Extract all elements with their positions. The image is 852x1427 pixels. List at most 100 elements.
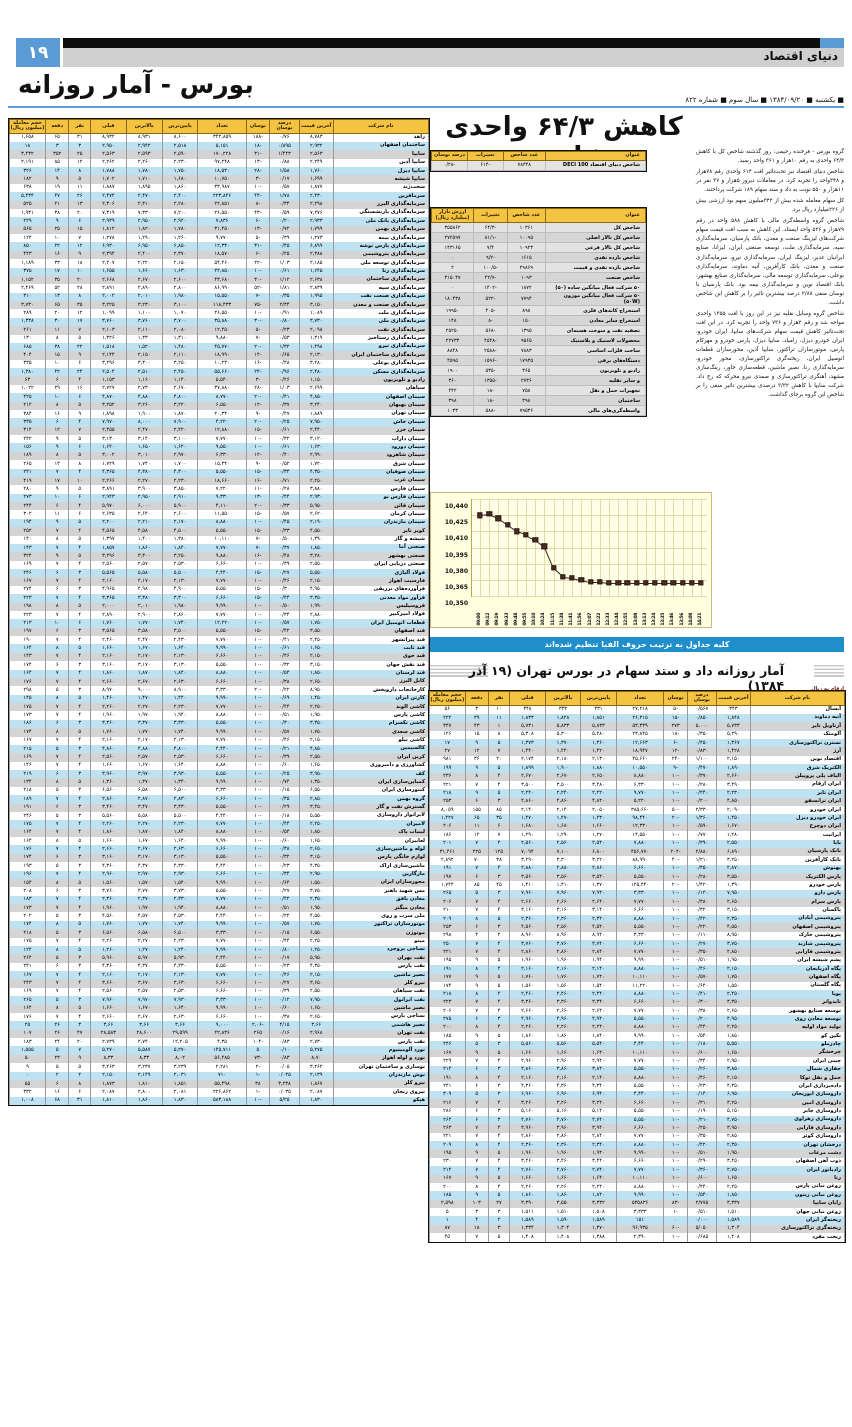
table-row[interactable]: ایران خودرو ۲,۰۹۰ ۲/۳۳۰ -۵۰ ۳۸۵,۶۶۰ ۲,۰۵۰ ۲,۱۴… <box>429 806 846 815</box>
table-row[interactable]: قند لرستان ۱,۸۵۰ ۰/۵۴ -۱۰ ۸,۸۸۰ ۱,۸۴۰ ۱,۸۷۰ ۱,۸… <box>9 669 430 678</box>
table-row[interactable]: الکتریک شرق ۱,۸۹۰ ۰/۴۷۰ -۹ ۱۰,۵۵۰ ۱,۸۸۰ ۱,۹۰۰ ۱… <box>429 764 846 773</box>
table-row[interactable]: ایرانیت ۱,۲۸۰ ۰/۷۷۰ -۱۰ ۱۴,۵۵۰ ۱,۲۷۰ ۱,۲۹۰ ۱,۲۹… <box>429 831 846 840</box>
table-row[interactable]: سرمایه‌گذاری صنعت نفت ۱,۹۹۵ ۰/۳۵ -۷ ۱۵,۵۵۰ ۱,… <box>9 292 430 301</box>
table-row[interactable]: کف ۳,۹۵۰ ۰/۲۵ -۱۰ ۵,۵۵۰ ۳,۹۳۰ ۳,۹۷۰ ۳,۹۶۰ ۳ ۶ ۲۱۹ <box>9 770 430 779</box>
table-row[interactable]: کنتورسازی ایران ۶,۵۵۰ ۰/۱۵ -۱۰ ۳,۳۳۰ ۶,۵۰۰ ۶,۵… <box>9 786 430 796</box>
table-row[interactable]: هپکو ۱,۸۳۰ ۵/۲۵ -۱۰ ۵۸۳,۱۸۸ ۱,۸۳۰ ۱,۸۶۰ ۱,۸۱۰ ۳۱… <box>9 1096 430 1105</box>
table-row[interactable]: کربن ایران ۲,۵۵۰ ۰/۳۹ -۱۰ ۶,۶۶۰ ۲,۵۳۰ ۲,۵۷۰ ۲,۵… <box>9 753 430 762</box>
table-row[interactable]: نصیر هاشمی ۳,۶۶ ۴/۱۵ -۲,۰۶ ۹,۰۰۰ ۳,۶۶ ۳,۶۶ ۳,۶۶… <box>9 1021 430 1030</box>
table-row[interactable]: سرمایه‌گذاری پتروشیمی ۲,۳۸۸ ۰/۲۵ -۶ ۱۸,۵۷۰ ۲,… <box>9 250 430 260</box>
table-row[interactable]: لامیران ۲,۲۵۰ ۰/۴۴ -۱۰ ۷,۷۷۰ ۲,۲۳۰ ۲,۲۷۰ ۲,۲۶۰ ۴… <box>9 820 430 829</box>
table-row[interactable]: قند خوی ۲,۱۵۰ ۰/۴۶ -۱۰ ۶,۶۶۰ ۲,۱۳۰ ۲,۱۷۰ ۲,۱۶۰ ۴… <box>9 652 430 662</box>
table-row[interactable]: کویر تایر ۴,۵۵۰ ۰/۳۳ -۱۵ ۵,۵۵۰ ۴,۵۰۰ ۴,۵۸۰ ۴,۵۶… <box>9 527 430 536</box>
table-row[interactable]: کاشی تکسرام ۳,۳۵۰ ۰/۳۰ -۱۰ ۵,۵۵۰ ۳,۳۳۰ ۳,۳۷۰ ۳,… <box>9 719 430 729</box>
table-row[interactable]: ملی سرب و روی ۴,۵۵۰ ۰/۲۲ -۱۰ ۴,۴۴۰ ۴,۵۳۰ ۴,۵۷۰… <box>9 912 430 921</box>
table-row[interactable]: سرمایه‌گذاری البرز ۲,۲۹۸ ۰/۳۴ -۸ ۲۲,۸۵۱ ۲,۲۸۰… <box>9 200 430 209</box>
table-row[interactable]: ایران ارقام ۳,۴۹۰ ۰/۲۸۰ -۱۰ ۶,۳۳۰ ۳,۴۸۰ ۳,۵۰۰ ۳… <box>429 780 846 790</box>
table-row[interactable]: بانک پارسیان ۶,۸۹۰ ۲/۸۸۰ -۲۰۴ ۴۵۶,۷۷۰ ۶,۸۰۰ ۷,… <box>429 847 846 857</box>
table-row[interactable]: نساجی بارس ۲,۶۵۰ ۰/۳۸ -۱۰ ۶,۶۶۰ ۲,۶۳۰ ۲,۶۷۰ ۲,۶… <box>9 1012 430 1022</box>
table-row[interactable]: کالسیمین ۴,۸۵۰ ۰/۲۱ -۱۰ ۴,۴۴۰ ۴,۸۰۰ ۴,۸۸۰ ۴,۸۶۰… <box>9 744 430 754</box>
table-row[interactable]: رادیو و تلویزیون ۱,۱۵۰ ۰/۲۶ -۳ ۵,۵۴۰ ۱,۱۴۰ ۱,۱… <box>9 376 430 385</box>
table-row[interactable]: صنعتی دریایی ایران ۲,۵۵۰ ۰/۳۹ -۱۰ ۶,۶۶۰ ۲,۵۳۰… <box>9 560 430 569</box>
table-row[interactable]: نوش مازندران ۲,۱۳۹ ۰/۰۴۵ -۱ ۷۱۰ ۲,۰۳۱ ۲,۱۴۹ ۲,۱… <box>9 1071 430 1080</box>
table-row[interactable]: ریخته‌گر ایران ۱,۵۸۹ ۰/۰۰۰ ۰ ۱۵۱ ۱,۵۸۹ ۱,۵۹۰ ۱,… <box>429 1216 846 1225</box>
table-row[interactable]: لابراتوار داروسازی ۵,۵۵۰ ۰/۱۸ -۱۰ ۴,۴۴۰ ۵,۵۰۰… <box>9 811 430 821</box>
table-row[interactable]: لوازم خانگی پارس ۳,۱۵۰ ۰/۳۲ -۱۰ ۵,۵۵۰ ۳,۱۳۰ ۳,… <box>9 853 430 863</box>
table-row[interactable]: کاشی پارس ۱,۹۵۰ ۰/۵۱ -۱۰ ۸,۸۸۰ ۱,۹۴۰ ۱,۹۷۰ ۱,۹۶… <box>9 711 430 720</box>
table-row[interactable]: لوله و ماشین‌سازی ۲,۶۵۰ ۰/۳۸ -۱۰ ۶,۶۶۰ ۲,۶۳۰ ۲… <box>9 845 430 854</box>
table-row[interactable]: الیاف پلی پروپیلن ۲,۶۶۰ ۰/۳۷۰ -۱۰ ۸,۸۸۰ ۲,۶۵۰… <box>429 772 846 781</box>
table-row[interactable]: داروسازی جابر ۵,۱۵۰ ۰/۱۹۰ -۱۰ ۵,۵۵۰ ۵,۱۴۰ ۵,۱۶… <box>429 1107 846 1116</box>
table-row[interactable]: پاکسان ۳,۱۵۰ ۰/۳۲۰ -۱۰ ۶,۶۶۰ ۳,۱۴۰ ۳,۱۶۰ ۳,۱۶۰ ۴… <box>429 906 846 915</box>
table-row[interactable]: نفت پارس ۴,۳۵۰ ۰/۲۳ -۱۰ ۵,۵۵۰ ۴,۳۳۰ ۴,۳۷۰ ۴,۳۶۰… <box>9 962 430 971</box>
table-row[interactable]: مینو ۲,۲۵۰ ۰/۴۴ -۱۰ ۷,۷۷۰ ۲,۲۳۰ ۲,۲۷۰ ۲,۲۶۰ ۴ ۷ ۱۷… <box>9 937 430 946</box>
table-row[interactable]: سرمایه‌گذاری ساختمان ۲,۶۳۸ ۱/۱۲ -۳۰ ۴۳,۶۸۰ ۲,… <box>9 275 430 285</box>
table-row[interactable]: آتیه دماوند ۱,۸۴۸ ۰/۸۵۰ -۱۵ ۲۶,۳۱۵ ۱,۸۵۱ ۱,۸۲۸… <box>429 713 846 723</box>
table-row[interactable]: کارتن ایران ۱,۴۵۰ ۰/۶۹ -۱۰ ۹,۹۹۰ ۱,۴۴۰ ۱,۴۷۰ ۱,… <box>9 694 430 703</box>
table-row[interactable]: سیمان بهبهان ۳,۲۴۰ ۰/۳۷ -۱۲ ۶,۵۵۰ ۳,۲۲۰ ۳,۲۶۰ ۳… <box>9 401 430 410</box>
table-row[interactable]: فرآور مواد معدنی ۳,۳۵۰ ۰/۴۴ -۱۵ ۶,۶۶۰ ۳,۳۰۰ ۳,… <box>9 594 430 603</box>
table-row[interactable]: سرمافرین ۲,۴۳۰ ۱/۷۸ -۴۴ ۲۲۳,۸۴۶ ۲,۴۰۰ ۲,۴۷۰ ۲,۴… <box>9 192 430 201</box>
table-row[interactable]: ایران خودرو دیزل ۱,۴۵۰ ۱/۳۶۰ -۲۰ ۹۸,۴۴۰ ۱,۴۳۰… <box>429 814 846 823</box>
table-row[interactable]: پتروشیمی خارک ۸,۹۵۰ ۰/۱۱۰ -۱۰ ۳,۳۳۰ ۸,۹۴۰ ۸,۹۶… <box>429 931 846 940</box>
table-row[interactable]: سیمان صوفیان ۴,۳۵۰ ۰/۳۴ -۱۵ ۵,۵۵۰ ۴,۳۰۰ ۴,۳۸۰ ۴… <box>9 468 430 477</box>
table-row[interactable]: گروه بهمن ۲,۸۵۰ ۰/۳۵ -۱۰ ۶,۶۶۰ ۲,۸۳۰ ۲,۸۷۰ ۲,۸۶… <box>9 795 430 804</box>
table-row[interactable]: سرمایه‌گذاری رستاخیز ۱,۳۱۹ ۰/۵۳ -۷ ۹,۸۸۰ ۱,۳۱… <box>9 334 430 343</box>
table-row[interactable]: درخشان تهران ۲,۳۵۰ ۰/۴۲۰ -۱۰ ۸,۸۸۰ ۲,۳۴۰ ۲,۳۶۰… <box>429 1141 846 1150</box>
table-row[interactable]: فولاد آلیاژی ۵,۵۵۰ ۰/۲۷ -۱۵ ۴,۴۴۰ ۵,۵۰۰ ۵,۵۸۰ ۵… <box>9 569 430 578</box>
table-row[interactable]: پگاه گلستان ۱,۵۵۰ ۰/۶۴۰ -۱۰ ۱۱,۲۲۰ ۱,۵۴۰ ۱,۵۶۰… <box>429 981 846 991</box>
table-row[interactable]: سرمایه‌گذاری بانک ملی ۲,۹۳۳ ۰/۲۰ -۶ ۷,۸۳۶ ۲,۹… <box>9 217 430 226</box>
table-row[interactable]: نیرو کلر ۱,۸۶۷ ۳,۲۳۸ ۳۸ ۵۵,۴۹۸ ۱,۸۵۱ ۱,۸۱۰ ۱,۸۷… <box>9 1079 430 1089</box>
table-row[interactable]: نفت سپاهان ۲,۵۵۰ ۰/۳۹ -۱۰ ۶,۶۶۰ ۲,۵۳۰ ۲,۵۷۰ ۲,۵… <box>9 987 430 997</box>
table-row[interactable]: سرمایه‌گذاری ساختمان ایران ۲,۱۳۰ ۰/۶۵ -۱۴ ۱۸… <box>9 351 430 360</box>
table-row[interactable]: داروسازی ابوریحان ۶,۹۵۰ ۰/۱۴۰ -۱۰ ۴,۴۴۰ ۶,۹۴۰… <box>429 1090 846 1100</box>
table-row[interactable]: فارسیت اهواز ۲,۱۵۰ ۰/۴۶ -۱۰ ۷,۷۷۰ ۲,۱۳۰ ۲,۱۷۰ ۲… <box>9 577 430 586</box>
table-row[interactable]: پتروشیمی آبادان ۲,۳۵۰ ۰/۴۲۰ -۱۰ ۸,۸۸۰ ۲,۳۴۰ ۲,… <box>429 914 846 924</box>
table-row[interactable]: روغن نباتی پارس ۲,۲۵۰ ۰/۴۴۰ -۱۰ ۸,۸۸۰ ۲,۲۴۰ ۲,… <box>429 1182 846 1192</box>
table-row[interactable]: کشاورزی و دامپروری ۱,۶۵۰ ۰/۶۰ -۱۰ ۸,۸۸۰ ۱,۶۴۰… <box>9 761 430 770</box>
table-row[interactable]: چرخشگر ۱,۶۵۰ ۰/۶۰۰ -۱۰ ۱۰,۱۱۰ ۱,۶۴۰ ۱,۶۶۰ ۱,۶۶۰… <box>429 1048 846 1058</box>
table-row[interactable]: داروسازی امین ۳,۲۵۰ ۰/۳۱۰ -۱۰ ۶,۶۶۰ ۳,۲۴۰ ۳,۲۶… <box>429 1099 846 1108</box>
table-row[interactable]: بابا ۲,۵۵۰ ۰/۳۹۰ -۱۰ ۷,۸۸۰ ۲,۵۴۰ ۲,۵۶۰ ۲,۵۶۰ ۴ ۷ ۲… <box>429 839 846 848</box>
table-row[interactable]: ذوب آهن اصفهان ۳,۴۵۰ ۰/۲۹۰ -۱۰ ۶,۶۶۰ ۳,۴۴۰ ۳,۴… <box>429 1157 846 1167</box>
table-row[interactable]: سپاهان ۲,۶۹۹ ۱/۰۳ -۲۸ ۳۷,۸۸۰ ۲,۶۷۰ ۲,۷۳۰ ۲,۷۲۷ ۱… <box>9 384 430 394</box>
table-row[interactable]: سیمان داراب ۳,۱۲۰ ۰/۳۲ -۱۰ ۷,۷۷۰ ۳,۱۰۰ ۳,۱۴۰ ۳,… <box>9 435 430 444</box>
table-row[interactable]: نورد و لوله اهواز ۸,۷۰ ۰/۸۳ -۷۳ ۵۶,۴۸۵ ۸,۰۲ ۸,… <box>9 1054 430 1064</box>
table-row[interactable]: فرآورده‌های تزریقی ۴,۹۵۰ ۰/۳۰ -۱۵ ۵,۵۵۰ ۴,۹۰۰… <box>9 585 430 595</box>
table-row[interactable]: تکین کو ۱,۸۵۰ ۰/۵۴۰ -۱۰ ۹,۹۹۰ ۱,۸۴۰ ۱,۸۶۰ ۱,۸۶۰… <box>429 1032 846 1041</box>
table-row[interactable]: صنعتی بهشهر ۳,۲۸۰ ۰/۴۸ -۱۶ ۹,۸۸۰ ۳,۲۵۰ ۳,۳۰۰ ۳,… <box>9 552 430 561</box>
table-row[interactable]: تایدواتر ۳,۳۵۰ ۰/۳۰۰ -۱۰ ۶,۶۶۰ ۳,۳۴۰ ۳,۳۶۰ ۳,۳۶… <box>429 998 846 1007</box>
table-row[interactable]: سیمان خزر ۲,۴۴۰ ۰/۶۱ -۱۵ ۱۲,۸۸۰ ۲,۴۲۰ ۲,۴۷۰ ۲,۴… <box>9 426 430 435</box>
table-row[interactable]: داروسازی زهراوی ۴,۷۵۰ ۰/۲۱۰ -۱۰ ۵,۵۵۰ ۴,۷۴۰ ۴,… <box>429 1115 846 1125</box>
table-row[interactable]: قند نقش جهان ۳,۱۵۰ ۰/۳۲ -۱۰ ۵,۵۵۰ ۳,۱۳۰ ۳,۱۷۰ ۳… <box>9 661 430 670</box>
table-row[interactable]: رادیاتور ایران ۲,۷۵۰ ۰/۳۶۰ -۱۰ ۷,۷۷۰ ۲,۷۴۰ ۲,۷… <box>429 1166 846 1175</box>
table-row[interactable]: معادن منگنز ۱,۹۵۰ ۰/۵۱ -۱۰ ۸,۸۸۰ ۱,۹۴۰ ۱,۹۷۰ ۱,… <box>9 904 430 913</box>
table-row[interactable]: پگاه آذربایجان ۲,۱۵۰ ۰/۴۶۰ -۱۰ ۸,۸۸۰ ۲,۱۴۰ ۲,۱… <box>429 965 846 974</box>
table-row[interactable]: سایپا آذین ۲,۲۴۹ ۰/۸۸ -۱۳ ۹۷,۲۴۸ ۲,۲۳۰ ۲,۲۶۰ ۲,… <box>9 158 430 167</box>
table-row[interactable]: سرمایه‌گذاری نیرو ۱,۴۹۸ ۱/۳۲ -۲۰ ۴۵,۷۷۰ ۱,۴۸۰… <box>9 342 430 352</box>
table-row[interactable]: سیمان کرمان ۲,۶۲۰ ۰/۵۷ -۱۵ ۱۱,۵۵۰ ۲,۶۰۰ ۲,۶۴۰ ۲… <box>9 510 430 519</box>
table-row[interactable]: سرمایه‌گذاری بیمه ۱,۲۷۳ ۰/۳۹ -۵ ۹,۷۷۰ ۱,۲۶۰ ۱,… <box>9 234 430 243</box>
table-row[interactable]: پارس دارو ۷,۹۵۰ ۰/۱۲۰ -۱۰ ۳,۳۳۰ ۷,۹۴۰ ۷,۹۶۰ ۷,۹… <box>429 889 846 899</box>
table-row[interactable]: حفاری شمال ۳,۸۵۰ ۰/۲۶۰ -۱۰ ۵,۵۵۰ ۳,۸۴۰ ۳,۸۶۰ ۳,… <box>429 1065 846 1074</box>
table-row[interactable]: سرمایه‌گذاری مسکن ۲,۴۸۰ ۰/۹۶ -۲۴ ۵۵,۶۶۰ ۲,۴۵۰… <box>9 368 430 377</box>
table-row[interactable]: پارس الکتریک ۳,۵۵۰ ۰/۲۸۰ -۱۰ ۵,۵۵۰ ۳,۵۴۰ ۳,۵۶۰… <box>429 873 846 882</box>
table-row[interactable]: موتوژن ۶,۵۵۰ ۰/۱۵ -۱۰ ۳,۳۳۰ ۶,۵۰۰ ۶,۵۸۰ ۶,۵۶۰ ۳ ۵… <box>9 929 430 938</box>
table-row[interactable]: داروسازی کوثر ۲,۸۵۰ ۰/۳۵۰ -۱۰ ۷,۷۷۰ ۲,۸۴۰ ۲,۸۶… <box>429 1132 846 1141</box>
table-row[interactable]: ایران ترانسفو ۴,۸۵۰ ۰/۲۰۰ -۱۰ ۵,۲۲۰ ۴,۸۴۰ ۴,۸۶… <box>429 797 846 806</box>
table-row[interactable]: پویا ۲,۴۵۰ ۰/۴۱۰ -۱۰ ۸,۸۸۰ ۲,۴۴۰ ۲,۴۶۰ ۲,۴۶۰ ۴ ۸ ۲… <box>429 990 846 999</box>
table-row[interactable]: نفت بهران ۵,۹۵۰ ۰/۱۷ -۱۰ ۴,۴۴۰ ۵,۹۳۰ ۵,۹۷۰ ۵,۹۶… <box>9 954 430 963</box>
table-row[interactable]: محورسازان ایران ۱,۵۵۰ ۰/۶۴ -۱۰ ۹,۹۹۰ ۱,۵۴۰ ۱,۵… <box>9 878 430 888</box>
table-row[interactable]: ایران دوچرخ ۱,۶۷۰ ۰/۵۹۰ -۱۰ ۱۲,۳۳۰ ۱,۶۶۰ ۱,۶۸۰… <box>429 822 846 832</box>
table-row[interactable]: چینی ایران ۲,۹۵۰ ۰/۳۴۰ -۱۰ ۷,۷۷۰ ۲,۹۴۰ ۲,۹۶۰ ۲,… <box>429 1057 846 1066</box>
table-row[interactable]: کمباین‌سازی ایران ۱,۳۵۰ ۰/۷۴ -۱۰ ۹,۹۹۰ ۱,۳۴۰ ۱… <box>9 778 430 787</box>
table-row[interactable]: سرمایه‌گذاری صنعت و معدن ۳,۱۵۰ ۲/۳۴ -۷۵ ۱۱۸,… <box>9 301 430 310</box>
table-row[interactable]: نساجی بروجرد ۱,۲۵۰ ۰/۸۰ -۱۰ ۹,۹۹۰ ۱,۲۴۰ ۱,۲۷۰ ۱… <box>9 945 430 955</box>
table-row[interactable]: لبنیات پاک ۱,۸۵۰ ۰/۵۴ -۱۰ ۸,۸۸۰ ۱,۸۴۰ ۱,۸۷۰ ۱,۸… <box>9 828 430 837</box>
table-row[interactable]: سرمایه‌گذاری رنا ۱,۶۴۵ ۰/۶۱ -۱۰ ۲۲,۸۵۰ ۱,۶۳۰ ۱… <box>9 267 430 276</box>
table-row[interactable]: ریخته‌گری تراکتورسازی ۱,۳۰۴ ۵/۰۵۰ -۶۰ ۹۶,۹۳۵… <box>429 1224 846 1234</box>
table-row[interactable]: سیمان شرق ۱,۷۲۰ ۰/۵۲ -۹ ۱۵,۴۴۰ ۱,۷۰۰ ۱,۷۴۰ ۱,۷۲… <box>9 460 430 469</box>
table-row[interactable]: آلومتک ۵,۲۹۰ ۰/۳۵۰ -۱۸ ۲۳,۸۴۵ ۵,۲۸۰ ۵,۳۰۰ ۵,۳۰۸… <box>429 730 846 739</box>
table-row[interactable]: سایپا ۲,۵۶۳ ۱/۴۴۳ -۳۱ ۱۷۰,۲۲۸ ۲,۵۹۰ ۲,۵۹۳ ۲,۵۶۳… <box>9 150 430 159</box>
table-row[interactable]: چادرملو ۵,۵۵۰ ۰/۱۸۰ -۱۰ ۴,۴۴۰ ۵,۵۴۰ ۵,۵۶۰ ۵,۵۶۰… <box>429 1040 846 1049</box>
